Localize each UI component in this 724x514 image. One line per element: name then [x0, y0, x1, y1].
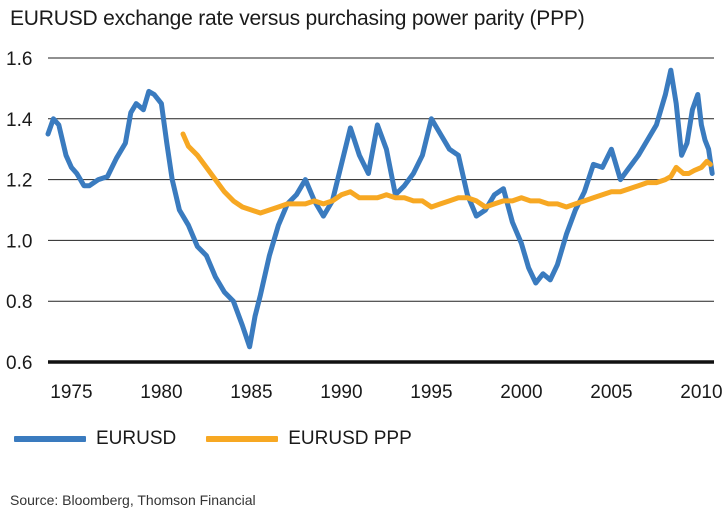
y-axis-ticks: 0.6 0.8 1.0 1.2 1.4 1.6 — [6, 49, 33, 374]
series-line-eurusd — [45, 67, 715, 350]
legend-swatch-eurusd-ppp — [206, 436, 279, 442]
source-note: Source: Bloomberg, Thomson Financial — [10, 492, 256, 508]
x-tick-label: 1980 — [140, 382, 182, 403]
legend: EURUSD EURUSD PPP — [14, 428, 442, 450]
x-tick-label: 1995 — [410, 382, 452, 403]
series-lines — [45, 67, 715, 350]
chart-canvas: 0.6 0.8 1.0 1.2 1.4 1.6 1975 1980 1985 1990 1995 2… — [6, 49, 723, 403]
y-tick-label: 1.0 — [6, 231, 32, 252]
y-tick-label: 1.4 — [6, 110, 33, 131]
x-tick-label: 1975 — [50, 382, 92, 403]
x-tick-label: 2000 — [500, 382, 542, 403]
chart-title: EURUSD exchange rate versus purchasing p… — [10, 7, 585, 30]
legend-label-eurusd: EURUSD — [96, 428, 177, 449]
legend-item-eurusd: EURUSD — [14, 428, 176, 450]
x-tick-label: 1990 — [320, 382, 362, 403]
legend-swatch-eurusd — [14, 436, 86, 442]
y-tick-label: 1.6 — [6, 49, 32, 70]
y-tick-label: 0.8 — [6, 292, 32, 313]
y-tick-label: 1.2 — [6, 171, 32, 192]
x-axis-ticks: 1975 1980 1985 1990 1995 2000 2005 2010 — [50, 382, 722, 403]
x-tick-label: 1985 — [230, 382, 272, 403]
legend-item-eurusd-ppp: EURUSD PPP — [206, 428, 412, 450]
series-line-eurusd-ppp — [180, 131, 713, 216]
x-tick-label: 2005 — [590, 382, 632, 403]
grid-lines — [48, 57, 714, 364]
y-tick-label: 0.6 — [6, 353, 32, 374]
x-tick-label: 2010 — [680, 382, 722, 403]
legend-label-eurusd-ppp: EURUSD PPP — [288, 428, 412, 449]
